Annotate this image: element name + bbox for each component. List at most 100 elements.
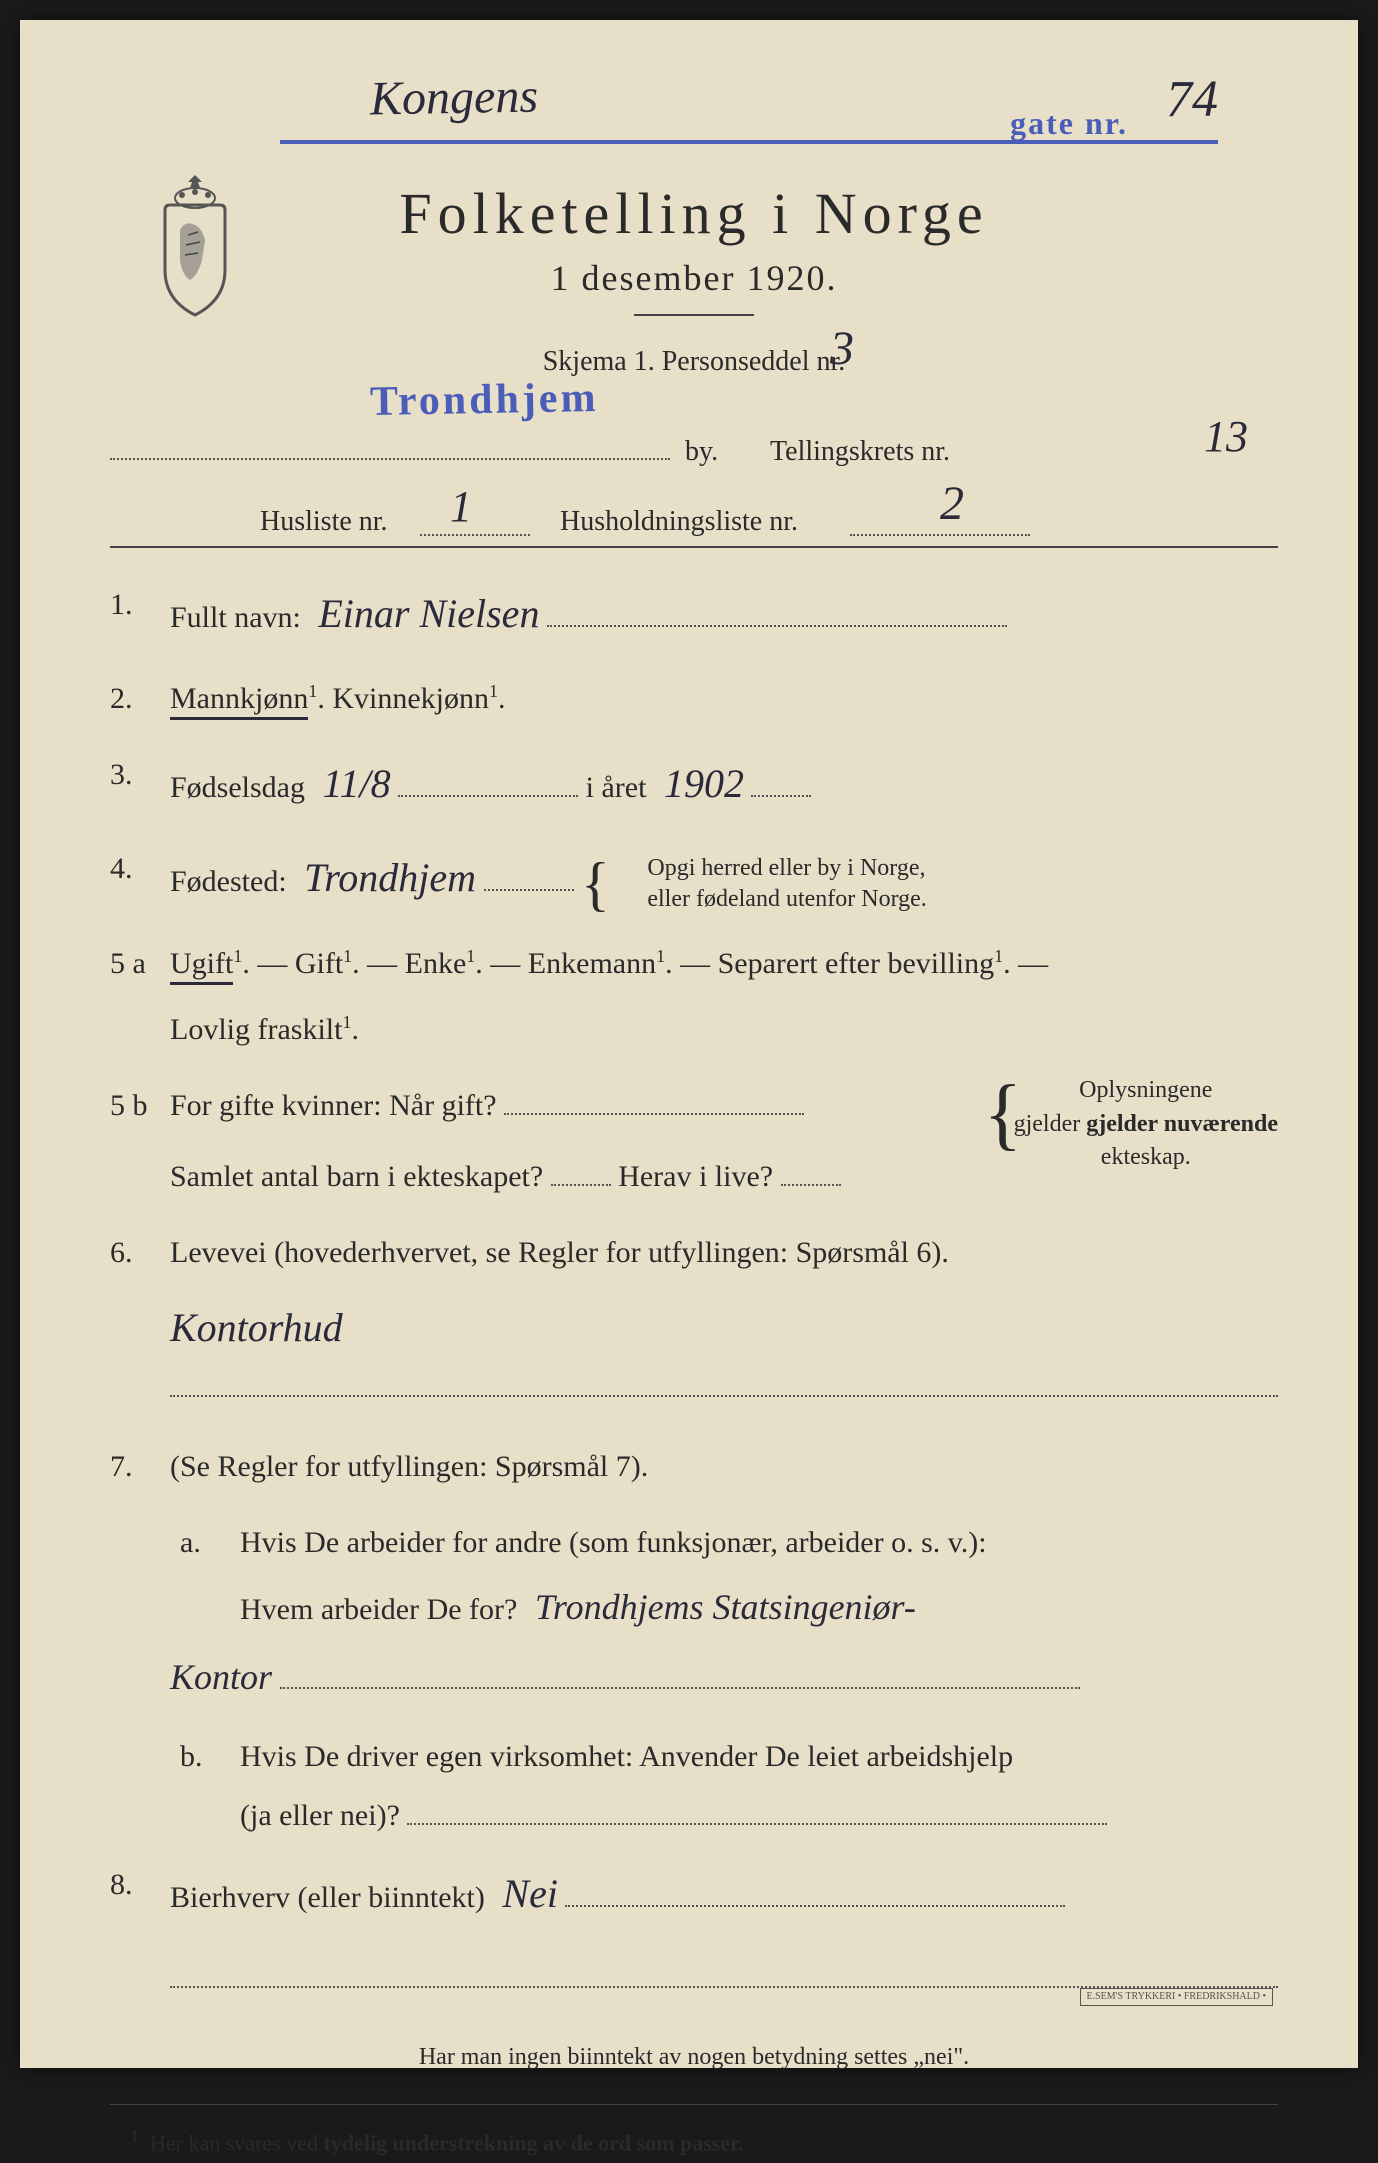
form-title: Folketelling i Norge [110, 180, 1278, 247]
q5a-separert: Separert efter bevilling [718, 947, 995, 980]
footnote-rule [110, 2104, 1278, 2105]
q1-value: Einar Nielsen [318, 591, 539, 636]
q8-row: 8. Bierhverv (eller biinntekt) Nei [110, 1858, 1278, 1930]
by-label: by. [685, 436, 718, 468]
husliste-number: 1 [450, 481, 472, 532]
q7b-letter: b. [180, 1730, 203, 1784]
q6-number: 6. [110, 1226, 133, 1280]
q3-row: 3. Fødselsdag 11/8 i året 1902 [110, 748, 1278, 820]
q5a-gift: Gift [295, 947, 343, 980]
q2-kvinne: Kvinnekjønn [332, 682, 489, 715]
q7a-value2: Kontor [170, 1657, 272, 1697]
form-date: 1 desember 1920. [110, 257, 1278, 299]
q5b-label3: Herav i live? [618, 1160, 773, 1193]
q4-value: Trondhjem [304, 855, 476, 900]
personseddel-number: 3 [830, 321, 854, 376]
form-header: Folketelling i Norge 1 desember 1920. [110, 180, 1278, 316]
q6-row: 6. Levevei (hovederhvervet, se Regler fo… [110, 1226, 1278, 1280]
q7a-letter: a. [180, 1516, 201, 1570]
husliste-label: Husliste nr. [260, 506, 388, 538]
q5a-ugift: Ugift [170, 947, 233, 985]
footnote-text: Her kan svares ved tydelig understreknin… [150, 2130, 743, 2155]
husholdning-number: 2 [940, 476, 964, 531]
q2-sup2: 1 [489, 681, 498, 701]
q3-year-label: i året [586, 771, 647, 804]
skjema-label: Skjema 1. Personseddel nr. [543, 346, 846, 377]
footer-note: Har man ingen biinntekt av nogen betydni… [110, 2036, 1278, 2079]
address-header: Kongens gate nr. 74 [110, 80, 1278, 160]
q1-row: 1. Fullt navn: Einar Nielsen [110, 578, 1278, 650]
q7a-row2: Hvem arbeider De for? Trondhjems Statsin… [110, 1575, 1278, 1640]
q7a-value: Trondhjems Statsingeniør- [535, 1587, 916, 1627]
q5b-label1: For gifte kvinner: Når gift? [170, 1089, 497, 1122]
q5b-row: 5 b For gifte kvinner: Når gift? { Oplys… [110, 1079, 1278, 1133]
printer-mark: E.SEM'S TRYKKERI • FREDRIKSHALD • [1080, 1988, 1273, 2006]
coat-of-arms-icon [140, 170, 250, 320]
q3-year: 1902 [664, 761, 744, 806]
q5a-fraskilt: Lovlig fraskilt [170, 1013, 342, 1046]
q5b-dotted1 [504, 1113, 804, 1115]
q1-number: 1. [110, 578, 133, 632]
q7a-line2: Hvem arbeider De for? [240, 1593, 517, 1626]
q7b-line2: (ja eller nei)? [240, 1799, 400, 1832]
q3-label: Fødselsdag [170, 771, 305, 804]
q8-value: Nei [502, 1871, 558, 1916]
header-rule [634, 314, 754, 316]
q7-row: 7. (Se Regler for utfyllingen: Spørsmål … [110, 1440, 1278, 1494]
q5a-enkemann: Enkemann [528, 947, 656, 980]
street-name: Kongens [370, 69, 539, 127]
q5a-row: 5 a Ugift1. — Gift1. — Enke1. — Enkemann… [110, 937, 1278, 991]
meta-husliste-row: Husliste nr. 1 Husholdningsliste nr. 2 [110, 496, 1278, 556]
q7a-continuation: Kontor [110, 1645, 1278, 1710]
q3-day: 11/8 [323, 761, 391, 806]
footnote: 1 Her kan svares ved tydelig understrekn… [110, 2120, 1278, 2163]
q4-note: Opgi herred eller by i Norge, eller føde… [647, 853, 926, 915]
q7-label: (Se Regler for utfyllingen: Spørsmål 7). [170, 1450, 648, 1483]
husholdning-dotted [850, 534, 1030, 536]
husholdning-label: Husholdningsliste nr. [560, 506, 798, 538]
footnote-num: 1 [130, 2126, 139, 2146]
q3-dotted1 [398, 795, 578, 797]
q4-number: 4. [110, 842, 133, 896]
q5a-number: 5 a [110, 937, 146, 991]
tellingskrets-label: Tellingskrets nr. [770, 436, 950, 468]
q2-mann: Mannkjønn [170, 682, 308, 720]
city-dotted-line [110, 458, 670, 460]
q6-dotted [170, 1395, 1278, 1397]
q2-sup1: 1 [308, 681, 317, 701]
q7b-row: b. Hvis De driver egen virksomhet: Anven… [110, 1730, 1278, 1784]
q6-value: Kontorhud [170, 1305, 343, 1350]
census-form-page: Kongens gate nr. 74 Folketelling i Norge… [20, 20, 1358, 2068]
q7-number: 7. [110, 1440, 133, 1494]
q1-dotted [547, 625, 1007, 627]
husliste-dotted [420, 534, 530, 536]
tellingskrets-number: 13 [1204, 411, 1248, 462]
form-meta: Skjema 1. Personseddel nr. 3 Trondhjem b… [110, 346, 1278, 526]
q5b-note1: Oplysningene [1079, 1077, 1212, 1103]
q6-label: Levevei (hovederhvervet, se Regler for u… [170, 1236, 949, 1269]
street-number: 74 [1166, 70, 1218, 129]
q4-label: Fødested: [170, 865, 287, 898]
q4-row: 4. Fødested: Trondhjem { Opgi herred ell… [110, 842, 1278, 915]
q7a-row: a. Hvis De arbeider for andre (som funks… [110, 1516, 1278, 1570]
q4-dotted [484, 889, 574, 891]
meta-skjema-row: Skjema 1. Personseddel nr. 3 Trondhjem [110, 346, 1278, 406]
gate-nr-label: gate nr. [1010, 105, 1128, 142]
q7a-line1: Hvis De arbeider for andre (som funksjon… [240, 1526, 987, 1559]
city-stamp: Trondhjem [370, 374, 599, 426]
q6-value-row: Kontorhud [110, 1292, 1278, 1364]
q5b-label2: Samlet antal barn i ekteskapet? [170, 1160, 543, 1193]
q3-dotted2 [751, 795, 811, 797]
q2-row: 2. Mannkjønn1. Kvinnekjønn1. [110, 672, 1278, 726]
form-body: 1. Fullt navn: Einar Nielsen 2. Mannkjøn… [110, 578, 1278, 2163]
q4-brace: { [581, 869, 610, 899]
address-underline [280, 140, 1218, 144]
q5b-number: 5 b [110, 1079, 148, 1133]
q8-number: 8. [110, 1858, 133, 1912]
q5a-row2: Lovlig fraskilt1. [110, 1003, 1278, 1057]
q7b-row2: (ja eller nei)? [110, 1789, 1278, 1843]
q2-number: 2. [110, 672, 133, 726]
q1-label: Fullt navn: [170, 601, 301, 634]
q5a-enke: Enke [405, 947, 467, 980]
q4-note-line1: Opgi herred eller by i Norge, [647, 855, 925, 881]
